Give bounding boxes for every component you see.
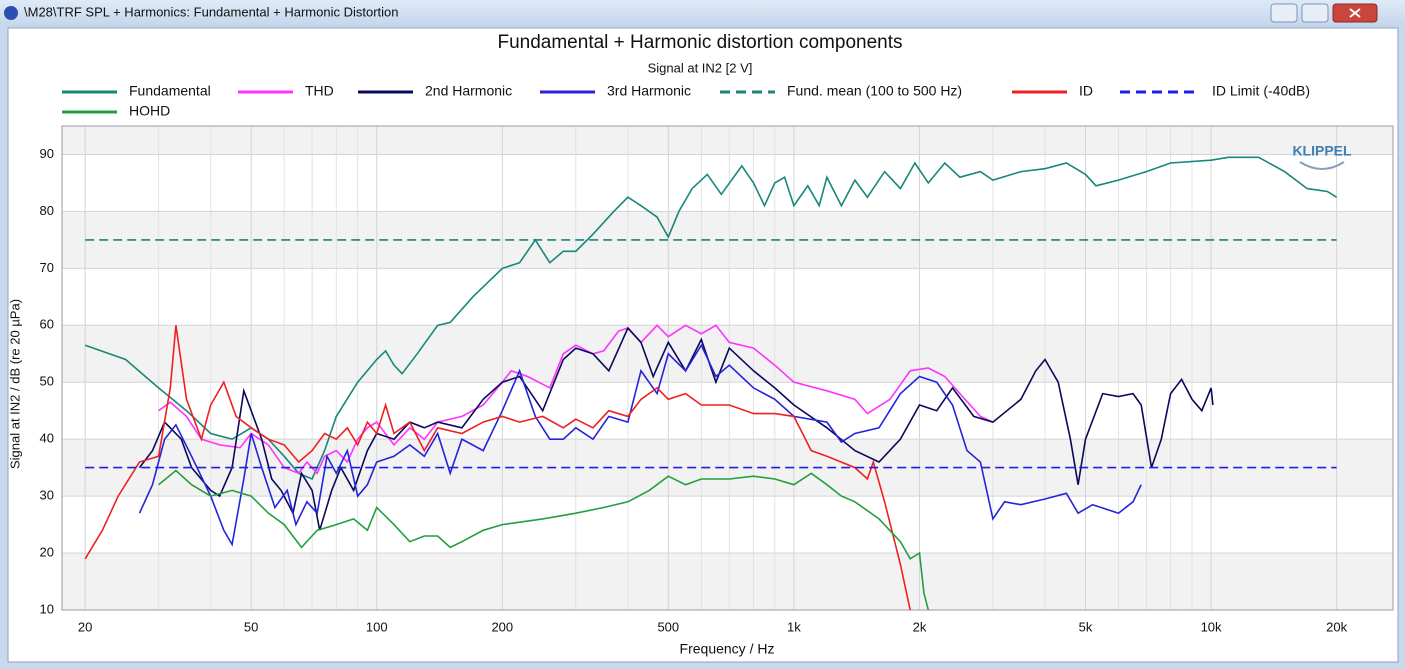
- series-line: [84, 156, 1338, 481]
- y-tick-label: 20: [40, 544, 54, 559]
- logo: KLIPPEL: [1292, 143, 1352, 159]
- series-line: [138, 326, 1214, 531]
- series-line: [138, 343, 1142, 547]
- grid-band: [62, 553, 1393, 610]
- x-tick-label: 20k: [1326, 619, 1347, 634]
- series-line: [84, 325, 911, 610]
- legend-label: THD: [305, 83, 334, 99]
- legend-label: Fund. mean (100 to 500 Hz): [787, 83, 962, 99]
- plot: 10 20 30 40 50 60 70 80 90 20 50 100 200 500 1k 2k 5k 10k…: [40, 125, 1394, 634]
- logo-arc: [1299, 161, 1345, 170]
- legend-label: 2nd Harmonic: [425, 83, 512, 99]
- y-tick-label: 90: [40, 146, 54, 161]
- series-line: [158, 324, 994, 475]
- legend-label: HOHD: [129, 103, 170, 119]
- y-tick-label: 30: [40, 488, 54, 503]
- x-tick-label: 5k: [1079, 619, 1093, 634]
- y-tick-label: 80: [40, 203, 54, 218]
- legend-label: ID Limit (-40dB): [1212, 83, 1310, 99]
- y-tick-label: 60: [40, 317, 54, 332]
- x-tick-label: 20: [78, 619, 92, 634]
- plot-border: [61, 125, 1394, 611]
- y-tick-label: 70: [40, 260, 54, 275]
- x-tick-label: 500: [657, 619, 679, 634]
- chart-subtitle: Signal at IN2 [2 V]: [648, 60, 753, 75]
- legend-label: ID: [1079, 83, 1093, 99]
- x-axis-label: Frequency / Hz: [680, 641, 775, 657]
- window-title: \M28\TRF SPL + Harmonics: Fundamental + …: [24, 4, 399, 19]
- grid-band: [62, 126, 1393, 155]
- close-icon: [1349, 8, 1361, 18]
- title-bar: [0, 0, 1405, 27]
- x-tick-label: 100: [366, 619, 388, 634]
- x-tick-label: 200: [491, 619, 513, 634]
- y-tick-label: 50: [40, 374, 54, 389]
- app-icon: [4, 6, 18, 20]
- y-tick-label: 10: [40, 601, 54, 616]
- x-tick-label: 1k: [787, 619, 801, 634]
- x-tick-label: 50: [244, 619, 258, 634]
- y-axis-label: Signal at IN2 / dB (re 20 µPa): [7, 299, 22, 469]
- maximize-button[interactable]: [1301, 3, 1329, 23]
- legend-label: Fundamental: [129, 83, 211, 99]
- series-line: [158, 469, 930, 610]
- legend-label: 3rd Harmonic: [607, 83, 691, 99]
- y-tick-label: 40: [40, 431, 54, 446]
- chart-title: Fundamental + Harmonic distortion compon…: [497, 32, 902, 53]
- x-tick-label: 2k: [913, 619, 927, 634]
- minimize-button[interactable]: [1270, 3, 1298, 23]
- x-tick-label: 10k: [1201, 619, 1222, 634]
